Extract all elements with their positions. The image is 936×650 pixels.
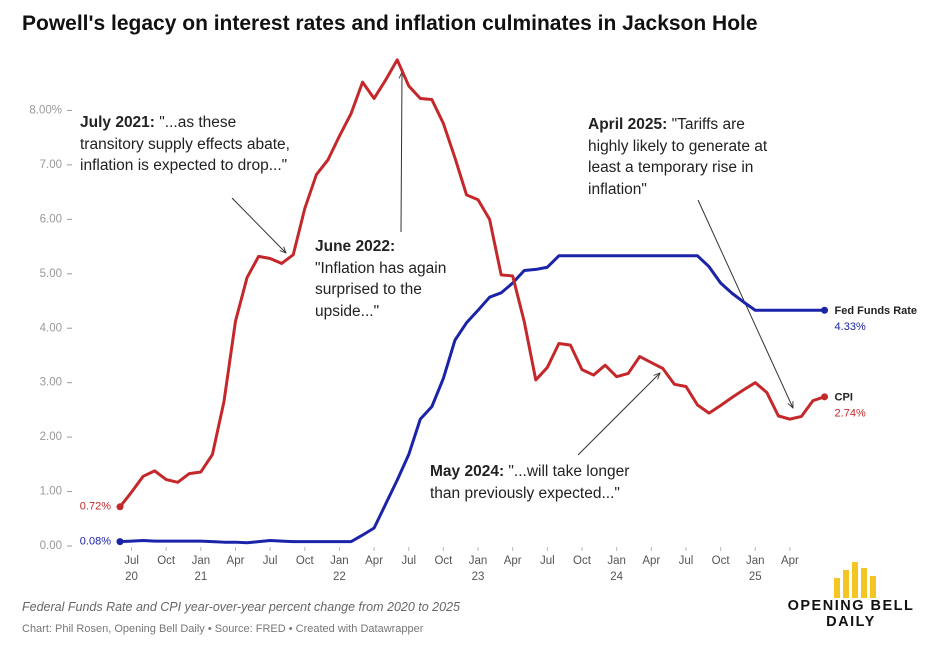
- logo-bar: [861, 568, 867, 598]
- x-tick-label: Oct: [295, 555, 314, 567]
- y-tick-label: 5.00: [40, 268, 62, 280]
- x-tick-label: Jan 24: [607, 555, 626, 583]
- x-tick-label: Jul: [539, 555, 555, 567]
- y-tick-label: 2.00: [40, 431, 62, 443]
- x-tick-label: Jul: [401, 555, 417, 567]
- chart-title: Powell's legacy on interest rates and in…: [22, 12, 758, 35]
- x-tick-label: Jul: [262, 555, 278, 567]
- x-tick-label: Jan 22: [330, 555, 349, 583]
- y-tick-label: 3.00: [40, 377, 62, 389]
- x-tick-label: Apr: [226, 555, 245, 567]
- y-tick-label: 0.00: [40, 540, 62, 552]
- series-name: Fed Funds Rate: [835, 305, 918, 317]
- x-tick-label: Oct: [157, 555, 176, 567]
- annotation-text: "...will take longer than previously exp…: [430, 463, 630, 502]
- bell-logo: [834, 562, 876, 598]
- logo-text: OPENING BELL DAILY: [787, 598, 915, 630]
- x-tick-label: Oct: [434, 555, 453, 567]
- x-tick-label: Apr: [503, 555, 522, 567]
- value-label: 4.33%: [835, 321, 866, 333]
- logo-bar: [870, 576, 876, 598]
- annotation-label: July 2021:: [80, 114, 155, 131]
- annotation-label: May 2024:: [430, 463, 505, 480]
- series-line: [118, 254, 827, 545]
- arrow: [577, 373, 660, 456]
- logo-bar: [834, 578, 840, 598]
- y-tick-label: 1.00: [40, 486, 62, 498]
- x-tick-label: Jan 25: [745, 555, 765, 583]
- end-dot: [116, 538, 124, 546]
- annotation-text: "Inflation has again surprised to the up…: [315, 259, 447, 320]
- value-label: 2.74%: [835, 408, 866, 420]
- credits: Chart: Phil Rosen, Opening Bell Daily • …: [22, 623, 424, 635]
- value-label: 0.72%: [80, 501, 111, 513]
- x-tick-label: Oct: [573, 555, 591, 567]
- y-tick-label: 8.00%: [29, 104, 62, 116]
- x-tick-label: Oct: [711, 555, 730, 567]
- series-name: CPI: [835, 392, 853, 404]
- value-label: 0.08%: [80, 536, 111, 548]
- annotation: April 2025: "Tariffs are highly likely t…: [588, 114, 773, 200]
- annotation: June 2022: "Inflation has again surprised…: [315, 236, 485, 322]
- annotation-label: June 2022:: [315, 238, 396, 255]
- annotation-label: April 2025:: [588, 116, 668, 133]
- x-tick-label: Jul: [678, 555, 694, 567]
- annotation: July 2021: "...as these transitory suppl…: [80, 112, 290, 177]
- arrow: [401, 72, 402, 233]
- series-line: [118, 58, 827, 509]
- x-tick-label: Apr: [780, 555, 799, 567]
- caption: Federal Funds Rate and CPI year-over-yea…: [22, 600, 460, 614]
- arrow: [231, 197, 286, 253]
- logo-bar: [843, 570, 849, 598]
- logo-bar: [852, 562, 858, 598]
- annotation: May 2024: "...will take longer than prev…: [430, 461, 630, 504]
- end-dot: [821, 306, 829, 314]
- annotation-text: "Tariffs are highly likely to generate a…: [588, 116, 768, 198]
- y-tick-label: 7.00: [40, 159, 62, 171]
- x-tick-label: Jan 23: [468, 555, 488, 583]
- y-tick-label: 6.00: [40, 213, 62, 225]
- end-dot: [821, 393, 829, 401]
- x-tick-label: Apr: [365, 555, 384, 567]
- x-tick-label: Jul 20: [124, 555, 139, 583]
- annotation-text: "...as these transitory supply effects a…: [80, 114, 290, 174]
- x-tick-label: Jan 21: [191, 555, 211, 583]
- x-tick-label: Apr: [642, 555, 661, 567]
- end-dot: [116, 503, 124, 511]
- y-tick-label: 4.00: [40, 322, 62, 334]
